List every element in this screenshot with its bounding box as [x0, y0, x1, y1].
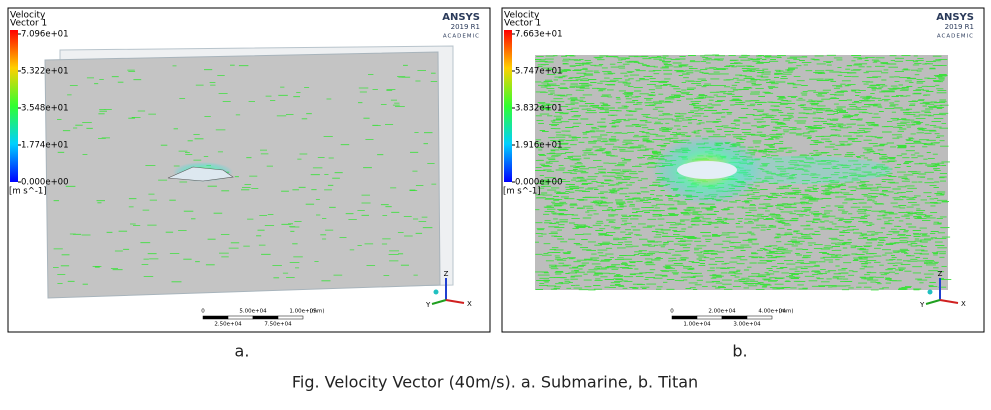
domain	[44, 51, 441, 299]
wake-tail	[712, 156, 892, 184]
axis-label: Y	[425, 301, 431, 309]
logo-edition: ACADEMIC	[937, 34, 974, 40]
scale-label: 5.00e+04	[239, 309, 267, 315]
scale-label: 0	[201, 309, 205, 315]
axis-label: X	[961, 300, 966, 308]
scale-label: 1.00e+04	[683, 322, 711, 328]
scale-label: (mm)	[309, 309, 324, 315]
logo-version: 2019 R1	[451, 23, 480, 31]
scale-label: 2.50e+04	[214, 322, 242, 328]
axis-origin	[927, 289, 933, 295]
axis-label: Y	[919, 301, 925, 309]
scale-segment	[721, 315, 748, 320]
scale-label: 2.00e+04	[708, 309, 736, 315]
color-tick-label: 7.096e+01	[21, 30, 69, 40]
axis-x	[939, 299, 959, 304]
axis-label: Z	[444, 270, 449, 278]
scale-segment	[227, 315, 254, 320]
body	[167, 166, 234, 182]
color-tick-label: 1.774e+01	[21, 141, 69, 151]
legend-unit: [m s^-1]	[503, 187, 541, 197]
axis-x	[445, 299, 465, 304]
axis-y	[431, 299, 447, 305]
legend-title: Velocity	[10, 11, 46, 21]
legend-unit: [m s^-1]	[9, 187, 47, 197]
scale-label: 7.50e+04	[264, 322, 292, 328]
body	[677, 161, 737, 179]
color-tick-label: 5.322e+01	[21, 67, 69, 77]
scale-label: 4.00e+04	[758, 309, 786, 315]
scale-label: (mm)	[778, 309, 793, 315]
color-tick-label: 3.832e+01	[515, 104, 563, 114]
axis-origin	[433, 289, 439, 295]
velocity-vectors	[53, 64, 438, 285]
velocity-vectors	[535, 54, 952, 291]
logo-edition: ACADEMIC	[443, 34, 480, 40]
scale-segment	[252, 315, 279, 320]
scale-label: 3.00e+04	[733, 322, 761, 328]
color-tick-label: 0.000e+00	[515, 178, 563, 188]
scale-segment	[202, 315, 229, 320]
scale-segment	[696, 315, 723, 320]
axis-label: Z	[938, 270, 943, 278]
scale-segment	[746, 315, 773, 320]
panel-label: a.	[235, 342, 250, 361]
scale-segment	[671, 315, 698, 320]
scale-label: 0	[670, 309, 674, 315]
color-tick-label: 3.548e+01	[21, 104, 69, 114]
color-tick-label: 1.916e+01	[515, 141, 563, 151]
scale-segment	[277, 315, 304, 320]
caption: Fig. Velocity Vector (40m/s). a. Submari…	[292, 373, 698, 392]
panel-label: b.	[732, 342, 747, 361]
logo-version: 2019 R1	[945, 23, 974, 31]
color-tick-label: 7.663e+01	[515, 30, 563, 40]
axis-y	[925, 299, 941, 305]
logo-name: ANSYS	[936, 12, 974, 23]
color-bar	[10, 30, 18, 182]
color-bar	[504, 30, 512, 182]
color-tick-label: 5.747e+01	[515, 67, 563, 77]
legend-subtitle: Vector 1	[10, 19, 47, 29]
logo-name: ANSYS	[442, 12, 480, 23]
scale-label: 1.00e+05	[289, 309, 317, 315]
legend-subtitle: Vector 1	[504, 19, 541, 29]
axis-label: X	[467, 300, 472, 308]
color-tick-label: 0.000e+00	[21, 178, 69, 188]
legend-title: Velocity	[504, 11, 540, 21]
